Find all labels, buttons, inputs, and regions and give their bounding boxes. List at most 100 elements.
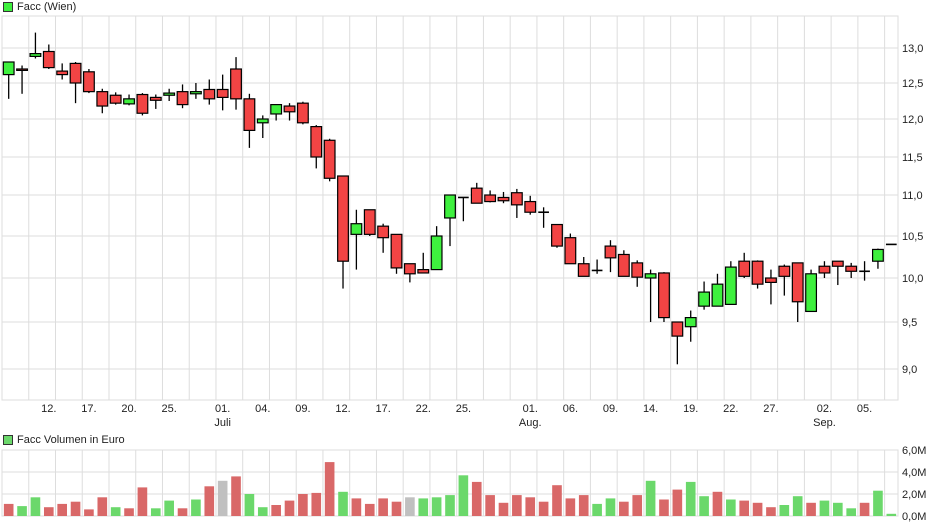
candle (337, 175, 349, 262)
price-x-tick: 12. (335, 403, 350, 415)
candle (831, 260, 844, 267)
volume-bar (672, 489, 683, 516)
volume-bar (699, 496, 709, 516)
price-x-tick: 12. (41, 403, 56, 415)
candle (310, 125, 323, 158)
candle (96, 91, 109, 107)
candle (871, 248, 884, 262)
volume-legend-label: Facc Volumen in Euro (17, 434, 125, 446)
volume-bar (565, 498, 576, 516)
volume-bar (739, 500, 750, 516)
candle (417, 269, 430, 274)
candle (845, 265, 858, 272)
volume-bar (846, 508, 857, 516)
candle (350, 223, 363, 235)
candle (323, 139, 336, 179)
candle (551, 223, 563, 247)
candle (123, 98, 135, 105)
candle (243, 98, 256, 131)
price-x-tick: 22. (723, 403, 738, 415)
volume-bar (498, 502, 509, 516)
volume-bar (632, 495, 643, 516)
month-label: Juli (214, 417, 231, 429)
candle (149, 96, 162, 101)
price-legend-swatch-icon (3, 2, 13, 12)
price-x-tick: 05. (857, 403, 872, 415)
price-y-tick: 12,0 (902, 114, 923, 126)
volume-bar (97, 497, 108, 516)
candle (751, 260, 764, 285)
price-x-tick: 06. (563, 403, 578, 415)
volume-bar (806, 502, 816, 516)
volume-bar (792, 496, 803, 516)
price-y-tick: 11,0 (902, 190, 923, 202)
candle (390, 233, 403, 269)
volume-bar (578, 495, 589, 516)
candle (230, 68, 242, 100)
candle (163, 92, 176, 96)
volume-bar (231, 476, 241, 516)
month-label: Aug. (519, 417, 542, 429)
candle (658, 272, 670, 319)
price-x-tick: 09. (295, 403, 310, 415)
candle (684, 317, 697, 328)
volume-bar (137, 487, 148, 516)
volume-bar (204, 486, 215, 516)
volume-bar (766, 507, 776, 516)
price-y-tick: 10,5 (902, 231, 923, 243)
price-y-tick: 12,5 (902, 78, 923, 90)
price-y-tick: 9,0 (902, 364, 917, 376)
price-x-tick: 22. (416, 403, 431, 415)
volume-bar (298, 494, 308, 516)
volume-bar (70, 501, 81, 516)
volume-bar (645, 480, 656, 516)
candle (403, 263, 416, 275)
candle (497, 196, 510, 202)
price-y-tick: 10,0 (902, 273, 923, 285)
candle (631, 262, 644, 278)
volume-bar (17, 506, 27, 516)
candle (29, 52, 42, 57)
price-x-tick: 04. (255, 403, 270, 415)
volume-bar (124, 508, 134, 516)
volume-bar (324, 462, 335, 516)
volume-bar (619, 501, 629, 516)
candle (430, 235, 443, 271)
volume-bar (525, 497, 536, 516)
volume-y-tick: 6,0M (902, 445, 926, 457)
volume-bar (405, 497, 415, 516)
price-x-tick: 01. (523, 403, 538, 415)
candle (363, 209, 376, 235)
candle (377, 225, 390, 239)
candle (283, 105, 296, 113)
volume-bar (418, 498, 429, 516)
candle (577, 263, 590, 277)
candle (136, 93, 149, 114)
candle (203, 88, 216, 100)
volume-bar (886, 513, 897, 516)
candle (109, 94, 122, 104)
candle (56, 70, 69, 76)
volume-y-tick: 0,0M (902, 511, 926, 523)
volume-bar (458, 475, 469, 516)
price-x-tick: 09. (603, 403, 618, 415)
volume-bar (217, 480, 228, 516)
candle (818, 265, 831, 274)
candle (711, 283, 724, 307)
candle (470, 187, 483, 204)
volume-legend: Facc Volumen in Euro (3, 434, 125, 446)
price-x-tick: 25. (456, 403, 471, 415)
volume-bar (164, 500, 174, 516)
volume-bar (30, 497, 41, 516)
volume-legend-swatch-icon (3, 435, 13, 445)
volume-bar (859, 502, 870, 516)
price-x-tick: 17. (81, 403, 96, 415)
price-legend: Facc (Wien) (3, 1, 76, 13)
candle (16, 68, 29, 71)
volume-bar (445, 495, 455, 516)
volume-bar (257, 507, 268, 516)
price-y-tick: 9,5 (902, 317, 917, 329)
candle (2, 61, 15, 76)
price-grid (1, 15, 899, 401)
